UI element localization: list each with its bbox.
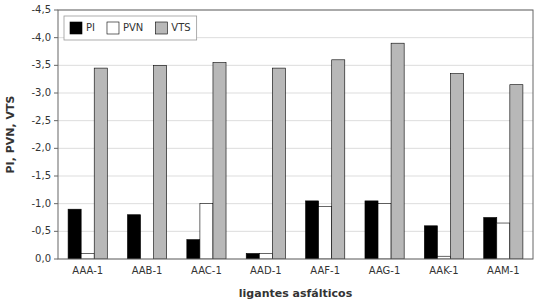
bar — [424, 226, 437, 259]
chart: 0,0 -0,5 -1,0 -1,5 -2,0 -2,5 -3,0 -3,5 -4,0 -4,5 A… — [0, 0, 545, 305]
y-tick — [54, 120, 58, 121]
y-tick-label: -2,0 — [31, 142, 51, 153]
bar — [213, 63, 226, 259]
legend-swatch — [70, 22, 82, 34]
legend-box — [64, 16, 197, 40]
bar — [391, 43, 404, 259]
x-tick-label: AAM-1 — [487, 265, 520, 276]
bar — [378, 204, 391, 259]
bar — [497, 223, 510, 259]
bars — [68, 43, 523, 259]
bar — [68, 209, 81, 259]
y-tick-label: -4,0 — [31, 32, 51, 43]
x-tick-label: AAK-1 — [429, 265, 458, 276]
y-tick — [54, 148, 58, 149]
y-axis-title: PI, PVN, VTS — [4, 95, 17, 173]
legend-swatch — [155, 22, 167, 34]
y-tick — [54, 203, 58, 204]
bar — [81, 253, 94, 259]
y-tick-label: 0,0 — [35, 253, 51, 264]
y-tick — [54, 259, 58, 260]
x-tick-label: AAG-1 — [369, 265, 401, 276]
bar — [272, 68, 285, 259]
legend-item: PI — [70, 22, 95, 34]
y-tick — [54, 10, 58, 11]
x-axis-title: ligantes asfálticos — [239, 287, 353, 300]
y-tick-label: -0,5 — [31, 225, 51, 236]
bar — [187, 240, 200, 259]
bar — [365, 201, 378, 259]
grid-line — [58, 65, 533, 66]
y-tick — [54, 37, 58, 38]
x-tick-label: AAD-1 — [250, 265, 282, 276]
x-tick-label: AAA-1 — [72, 265, 103, 276]
bar — [94, 68, 107, 259]
legend: PI PVN VTS — [64, 16, 197, 40]
y-tick-label: -1,0 — [31, 198, 51, 209]
bar — [510, 85, 523, 259]
y-tick-label: -1,5 — [31, 170, 51, 181]
bar — [332, 60, 345, 259]
bar — [154, 65, 167, 259]
y-tick-label: -3,5 — [31, 59, 51, 70]
plot-frame — [58, 10, 533, 259]
legend-label: PI — [86, 22, 95, 33]
grid — [58, 10, 533, 259]
x-axis: AAA-1 AAB-1 AAC-1 AAD-1 AAF-1 AAG-1 AAK-1 AAM-1 — [72, 265, 519, 276]
bar — [484, 218, 497, 260]
y-tick — [54, 176, 58, 177]
bar — [200, 204, 213, 259]
bar — [127, 215, 140, 259]
y-tick-label: -2,5 — [31, 115, 51, 126]
x-tick-label: AAB-1 — [132, 265, 163, 276]
bar — [246, 253, 259, 259]
bar — [319, 206, 332, 259]
y-axis: 0,0 -0,5 -1,0 -1,5 -2,0 -2,5 -3,0 -3,5 -4,0 -4,5 — [31, 4, 58, 264]
y-tick-label: -3,0 — [31, 87, 51, 98]
y-tick — [54, 231, 58, 232]
y-tick-label: -4,5 — [31, 4, 51, 15]
legend-item: PVN — [107, 22, 143, 34]
y-tick — [54, 65, 58, 66]
bar — [306, 201, 319, 259]
x-tick-label: AAF-1 — [310, 265, 340, 276]
legend-label: VTS — [171, 22, 190, 33]
legend-label: PVN — [123, 22, 143, 33]
x-tick-label: AAC-1 — [191, 265, 222, 276]
legend-item: VTS — [155, 22, 190, 34]
legend-swatch — [107, 22, 119, 34]
bar — [450, 74, 463, 259]
bar — [259, 253, 272, 259]
y-tick — [54, 93, 58, 94]
